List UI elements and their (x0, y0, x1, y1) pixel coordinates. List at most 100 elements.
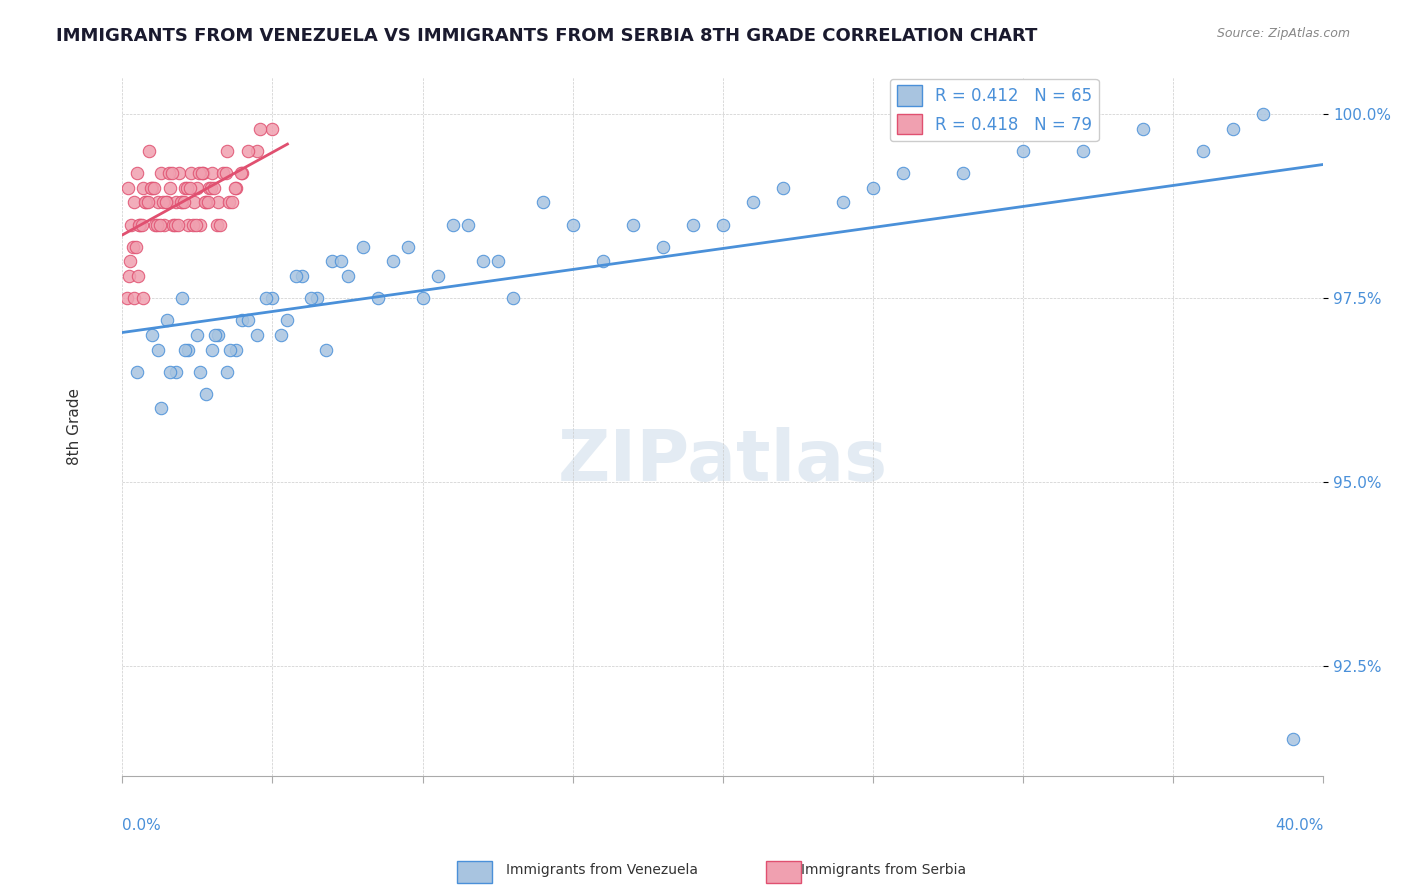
Point (191, 166, 214, 180)
Point (1222, 122, 1244, 136)
Legend: R = 0.412   N = 65, R = 0.418   N = 79: R = 0.412 N = 65, R = 0.418 N = 79 (890, 78, 1098, 141)
Point (621, 218, 644, 232)
Point (592, 254, 614, 268)
Point (134, 195, 156, 210)
Point (217, 365, 239, 379)
Point (224, 181, 246, 195)
Point (184, 218, 207, 232)
Point (179, 181, 201, 195)
Point (173, 195, 195, 210)
Point (270, 327, 292, 342)
Point (155, 195, 177, 210)
Point (1251, 107, 1274, 121)
Point (190, 218, 212, 232)
Point (141, 327, 163, 342)
Point (174, 343, 197, 357)
Point (212, 166, 235, 180)
Point (336, 268, 359, 283)
Point (651, 239, 673, 253)
Point (143, 218, 166, 232)
Point (174, 181, 197, 195)
Point (381, 254, 404, 268)
Point (262, 291, 284, 305)
Point (367, 291, 389, 305)
Text: IMMIGRANTS FROM VENEZUELA VS IMMIGRANTS FROM SERBIA 8TH GRADE CORRELATION CHART: IMMIGRANTS FROM VENEZUELA VS IMMIGRANTS … (56, 27, 1038, 45)
Point (891, 166, 914, 180)
Point (231, 166, 253, 180)
Point (180, 166, 202, 180)
Point (118, 268, 141, 283)
Point (160, 166, 183, 180)
Point (291, 268, 314, 283)
Point (832, 195, 855, 210)
Point (219, 343, 242, 357)
Point (215, 166, 238, 180)
Point (246, 327, 269, 342)
Point (1132, 122, 1154, 136)
Point (120, 218, 142, 232)
Point (157, 166, 180, 180)
Point (125, 239, 148, 253)
Point (195, 195, 218, 210)
Point (246, 144, 269, 158)
Point (148, 343, 170, 357)
Point (238, 144, 260, 158)
Point (127, 365, 149, 379)
Point (307, 291, 329, 305)
Point (129, 218, 152, 232)
Point (1012, 144, 1035, 158)
Point (150, 401, 173, 416)
Point (952, 166, 974, 180)
Point (486, 254, 509, 268)
Point (127, 166, 149, 180)
Text: Immigrants from Serbia: Immigrants from Serbia (801, 863, 966, 877)
Point (193, 166, 215, 180)
Point (149, 218, 172, 232)
Point (225, 181, 247, 195)
Point (118, 254, 141, 268)
Point (531, 195, 554, 210)
Point (198, 181, 221, 195)
Point (229, 166, 252, 180)
Point (711, 218, 734, 232)
Point (682, 218, 704, 232)
Point (238, 313, 260, 327)
Point (194, 195, 217, 210)
Point (132, 181, 155, 195)
Point (202, 181, 225, 195)
Point (249, 122, 271, 136)
Point (152, 195, 174, 210)
Point (186, 327, 208, 342)
Point (561, 218, 583, 232)
Point (1071, 144, 1094, 158)
Point (128, 218, 150, 232)
Point (204, 327, 226, 342)
Point (172, 195, 194, 210)
Point (315, 343, 337, 357)
Point (190, 365, 212, 379)
Point (262, 122, 284, 136)
Point (412, 291, 434, 305)
Point (169, 166, 191, 180)
Point (159, 365, 181, 379)
Point (141, 181, 163, 195)
Point (741, 195, 763, 210)
Point (195, 386, 218, 401)
Point (146, 218, 169, 232)
Point (163, 218, 186, 232)
Point (207, 327, 229, 342)
Point (177, 343, 200, 357)
Point (330, 254, 353, 268)
Point (301, 291, 323, 305)
Point (352, 239, 374, 253)
Point (231, 313, 253, 327)
Point (205, 218, 228, 232)
Text: 0.0%: 0.0% (122, 818, 162, 833)
Point (165, 195, 187, 210)
Point (197, 195, 219, 210)
Point (396, 239, 419, 253)
Point (426, 268, 449, 283)
Point (471, 254, 494, 268)
Text: Immigrants from Venezuela: Immigrants from Venezuela (506, 863, 699, 877)
Text: Source: ZipAtlas.com: Source: ZipAtlas.com (1216, 27, 1350, 40)
